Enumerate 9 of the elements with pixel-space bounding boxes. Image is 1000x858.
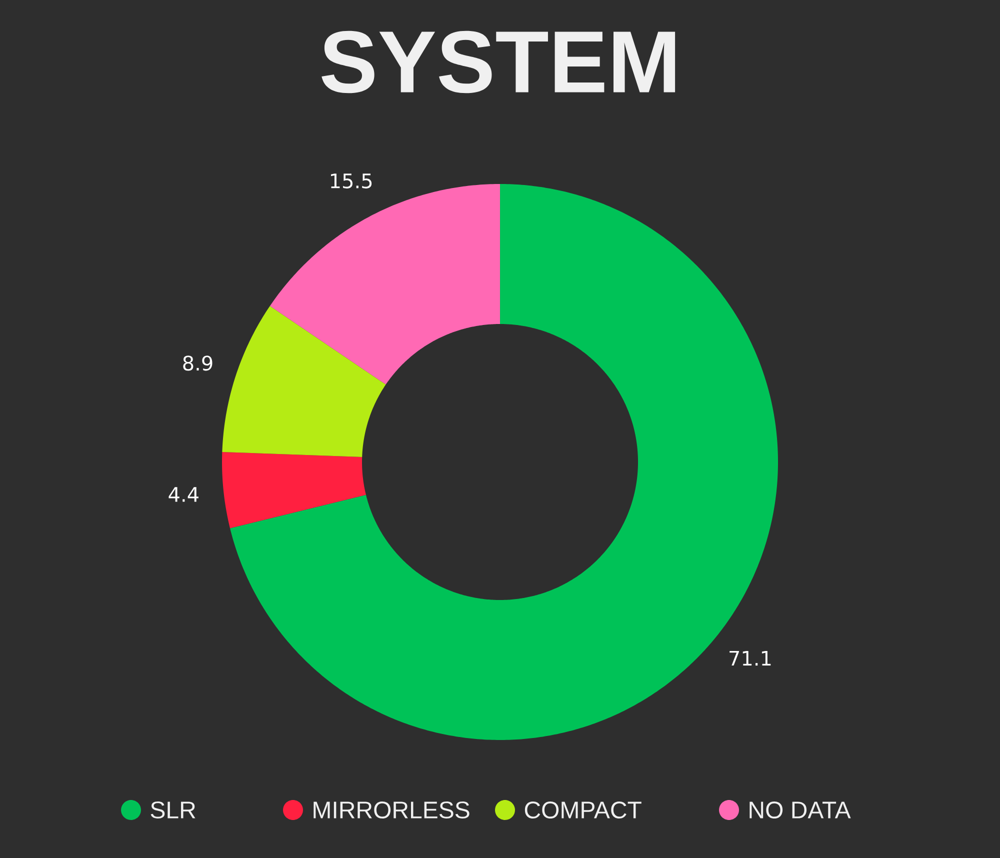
legend-label: SLR — [150, 801, 196, 818]
chart-title: SYSTEM — [322, 30, 676, 94]
data-label: 71.1 — [730, 650, 771, 666]
legend-label: NO DATA — [750, 801, 851, 818]
data-label: 8.9 — [183, 356, 212, 371]
legend-label: MIRRORLESS — [314, 801, 470, 818]
data-label: 4.4 — [168, 487, 198, 502]
data-label: 15.5 — [330, 174, 372, 188]
legend-label: COMPACT — [524, 801, 642, 818]
